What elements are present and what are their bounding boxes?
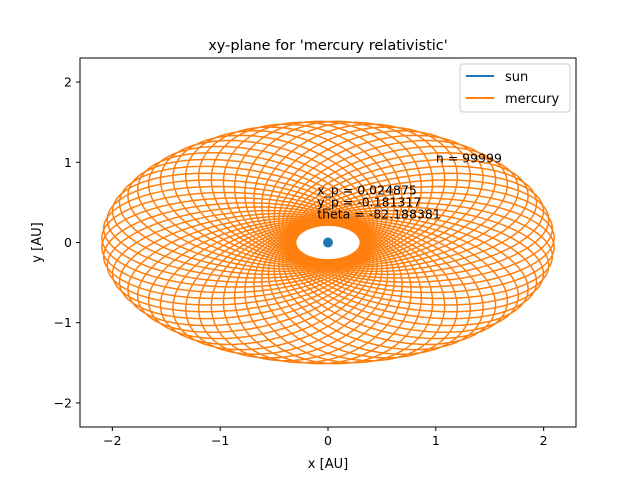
legend-sun-label: sun [505, 70, 528, 85]
x-tick-label: 2 [540, 433, 548, 448]
chart-title: xy-plane for 'mercury relativistic' [208, 38, 448, 54]
y-tick-label: 1 [64, 155, 72, 170]
annotation-text: theta = -82.188381 [317, 206, 441, 221]
y-tick-label: 0 [64, 235, 72, 250]
y-tick-label: 2 [64, 75, 72, 90]
y-axis-label: y [AU] [30, 222, 45, 262]
annotation-text: n = 99999 [436, 150, 502, 165]
y-axis-ticks: −2 −1 0 1 2 [54, 75, 80, 410]
x-tick-label: −2 [103, 433, 121, 448]
y-tick-label: −1 [54, 315, 72, 330]
y-tick-label: −2 [54, 395, 72, 410]
plot-area [101, 120, 555, 365]
x-axis-ticks: −2 −1 0 1 2 [103, 427, 548, 448]
annotation-text: x_p = 0.024875 [317, 182, 417, 197]
sun-marker [323, 237, 333, 248]
legend-mercury-label: mercury [505, 92, 559, 107]
x-axis-label: x [AU] [308, 457, 348, 472]
x-tick-label: 1 [432, 433, 440, 448]
legend: sun mercury [459, 63, 571, 113]
mercury-orbit-line [101, 120, 555, 365]
x-tick-label: 0 [324, 433, 332, 448]
annotation-text: y_p = -0.181317 [317, 194, 421, 209]
x-tick-label: −1 [211, 433, 229, 448]
